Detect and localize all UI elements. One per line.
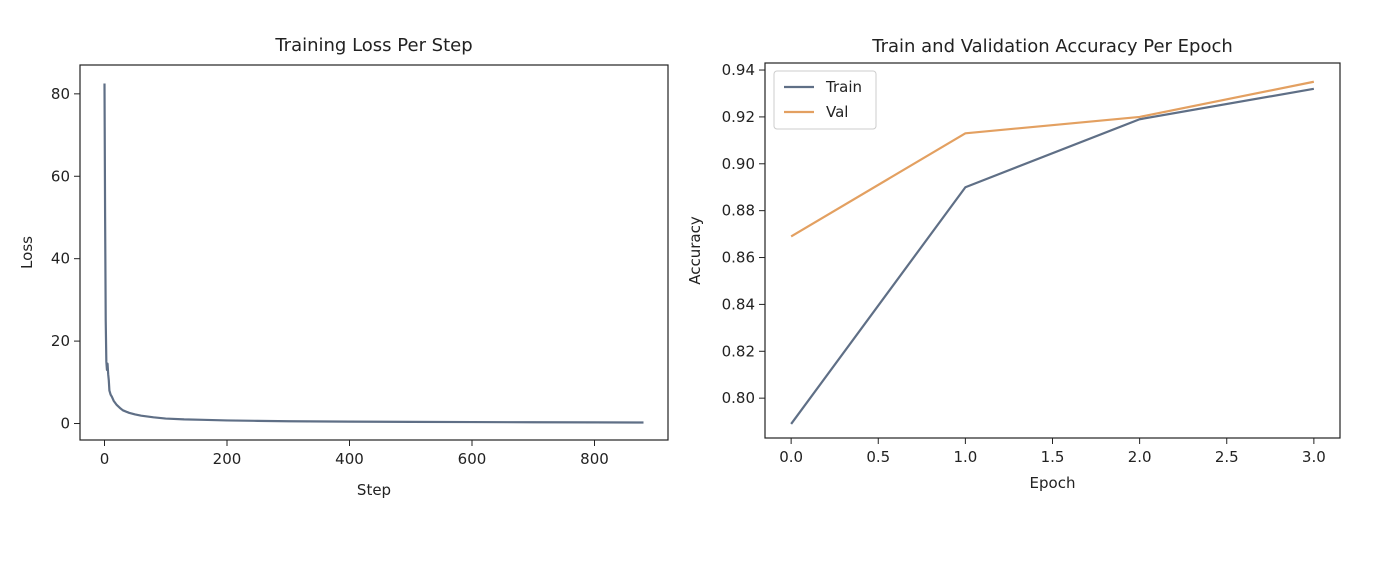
x-tick-label: 200 — [213, 450, 242, 468]
y-tick-label: 60 — [51, 167, 70, 185]
plot-frame — [79, 64, 669, 441]
y-tick-label: 0.84 — [722, 295, 755, 313]
x-tick-label: 1.0 — [953, 448, 977, 466]
x-tick-label: 0 — [100, 450, 110, 468]
x-axis-label: Step — [357, 481, 391, 499]
series-line-val — [790, 80, 1315, 238]
x-tick-label: 0.0 — [779, 448, 803, 466]
x-tick-label: 3.0 — [1302, 448, 1326, 466]
y-axis-label: Accuracy — [686, 216, 704, 285]
accuracy-chart: Train and Validation Accuracy Per Epoch E… — [686, 36, 1341, 492]
legend-label-val: Val — [826, 103, 848, 121]
series-line-loss — [103, 83, 644, 424]
y-tick-label: 0.92 — [722, 108, 755, 126]
y-tick-label: 80 — [51, 85, 70, 103]
y-tick-label: 0.82 — [722, 342, 755, 360]
x-tick-label: 600 — [458, 450, 487, 468]
x-tick-label: 1.5 — [1041, 448, 1065, 466]
x-axis-label: Epoch — [1030, 474, 1076, 492]
x-tick-label: 2.5 — [1215, 448, 1239, 466]
chart-title: Train and Validation Accuracy Per Epoch — [871, 36, 1233, 57]
legend-label-train: Train — [825, 78, 862, 96]
plot-frame — [764, 62, 1341, 439]
legend-box — [773, 70, 877, 130]
chart-title: Training Loss Per Step — [274, 35, 472, 56]
y-tick-label: 0.86 — [722, 249, 755, 267]
y-tick-label: 20 — [51, 332, 70, 350]
y-tick-label: 0 — [60, 415, 70, 433]
y-axis-label: Loss — [18, 236, 36, 269]
y-tick-label: 0.94 — [722, 61, 755, 79]
y-tick-label: 0.88 — [722, 202, 755, 220]
y-tick-label: 0.80 — [722, 389, 755, 407]
y-tick-label: 40 — [51, 250, 70, 268]
series-line-train — [790, 87, 1315, 425]
x-tick-label: 2.0 — [1128, 448, 1152, 466]
x-tick-label: 800 — [580, 450, 609, 468]
y-tick-label: 0.90 — [722, 155, 755, 173]
x-tick-label: 0.5 — [866, 448, 890, 466]
x-tick-label: 400 — [335, 450, 364, 468]
